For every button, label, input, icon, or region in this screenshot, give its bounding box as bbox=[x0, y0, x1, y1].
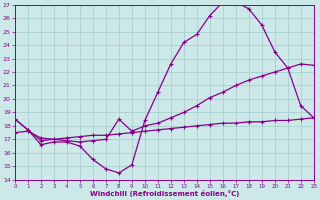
X-axis label: Windchill (Refroidissement éolien,°C): Windchill (Refroidissement éolien,°C) bbox=[90, 190, 239, 197]
